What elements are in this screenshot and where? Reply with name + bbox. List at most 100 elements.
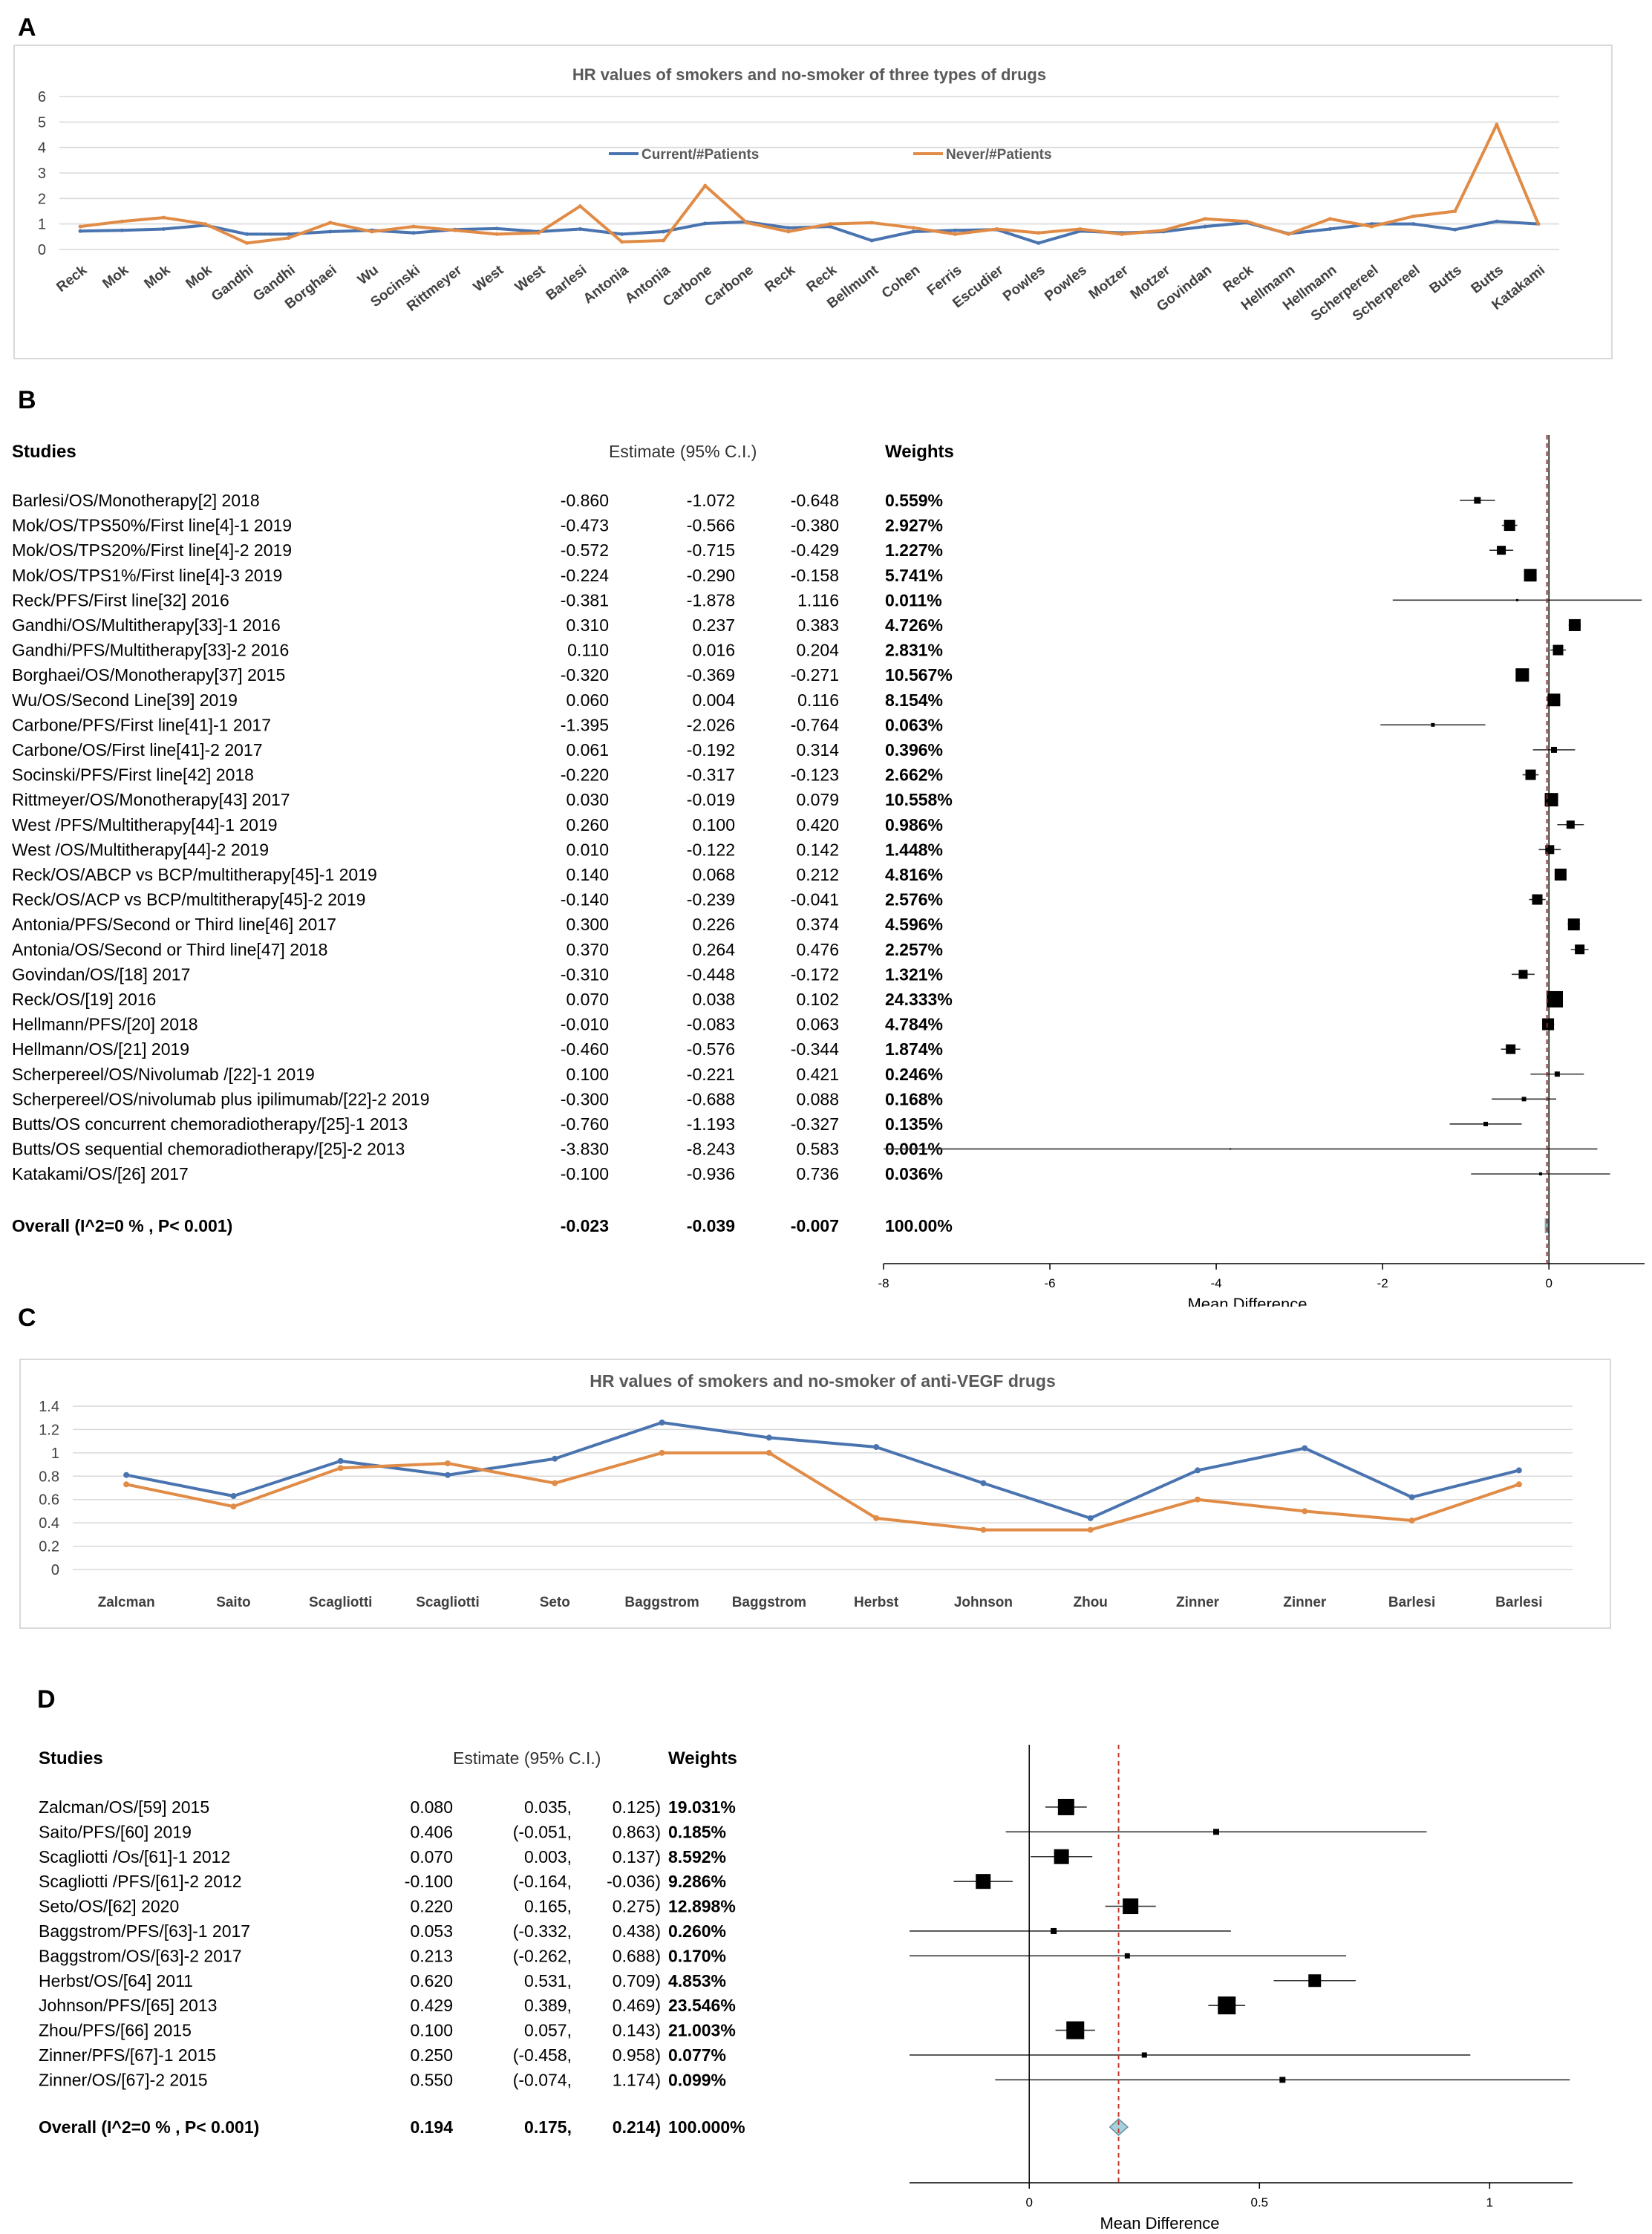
series-point bbox=[337, 1457, 344, 1464]
row-point bbox=[1279, 2077, 1286, 2083]
row-point bbox=[1521, 1097, 1527, 1102]
x-tick-label: Reck bbox=[1221, 262, 1257, 295]
series-point bbox=[911, 226, 915, 230]
row-label: Reck/OS/[19] 2016 bbox=[12, 990, 156, 1009]
row-weight: 0.260% bbox=[668, 1921, 726, 1941]
row-estimate: -0.300 bbox=[561, 1089, 609, 1108]
row-estimate: 0.140 bbox=[566, 865, 609, 884]
series-point bbox=[494, 232, 499, 236]
overall-weight: 100.000% bbox=[668, 2117, 745, 2137]
legend-label: Never/#Patients bbox=[946, 147, 1052, 163]
x-tick-label: Baggstrom bbox=[624, 1595, 699, 1610]
row-weight: 2.831% bbox=[885, 641, 943, 660]
row-ci-high: 0.137) bbox=[613, 1847, 661, 1866]
y-tick-label: 2 bbox=[38, 191, 46, 207]
overall-ci-high: -0.007 bbox=[791, 1216, 839, 1235]
row-estimate: -0.100 bbox=[561, 1164, 609, 1183]
series-point bbox=[1195, 1467, 1201, 1474]
x-axis-label: Mean Difference bbox=[1187, 1295, 1307, 1307]
series-point bbox=[659, 1449, 665, 1456]
row-estimate: -3.830 bbox=[561, 1140, 609, 1159]
y-tick-label: 0.6 bbox=[39, 1492, 59, 1509]
row-estimate: 0.370 bbox=[566, 940, 609, 959]
row-estimate: 0.061 bbox=[566, 740, 609, 760]
row-weight: 0.559% bbox=[885, 491, 943, 510]
panel-label-a: A bbox=[18, 13, 36, 42]
series-point bbox=[765, 1434, 772, 1441]
row-ci-high: 0.383 bbox=[796, 615, 839, 635]
x-tick-label: Mok bbox=[183, 262, 215, 292]
series-line-1 bbox=[125, 1421, 1520, 1520]
x-tick-label: 0 bbox=[1545, 1276, 1552, 1290]
row-ci-low: -0.192 bbox=[687, 740, 735, 760]
row-label: Mok/OS/TPS1%/First line[4]-3 2019 bbox=[12, 566, 282, 585]
row-point bbox=[1575, 944, 1585, 955]
row-label: Baggstrom/OS/[63]-2 2017 bbox=[39, 1946, 242, 1965]
row-estimate: -0.473 bbox=[561, 516, 609, 535]
row-weight: 0.011% bbox=[885, 590, 942, 610]
overall-label: Overall (I^2=0 % , P< 0.001) bbox=[39, 2117, 259, 2137]
row-estimate: -0.224 bbox=[561, 566, 609, 585]
row-point bbox=[1567, 918, 1580, 931]
series-point bbox=[578, 204, 582, 209]
row-label: Zalcman/OS/[59] 2015 bbox=[39, 1797, 209, 1817]
series-line-2 bbox=[79, 123, 1540, 245]
row-ci-high: -0.172 bbox=[791, 964, 839, 984]
row-label: Katakami/OS/[26] 2017 bbox=[12, 1164, 189, 1183]
series-point bbox=[287, 236, 291, 241]
series-point bbox=[78, 224, 82, 229]
x-tick-label: -4 bbox=[1211, 1276, 1222, 1290]
row-ci-high: 0.420 bbox=[796, 815, 839, 835]
x-tick-label: Barlesi bbox=[1388, 1595, 1435, 1610]
row-ci-low: -1.193 bbox=[687, 1114, 735, 1134]
row-estimate: 0.053 bbox=[410, 1921, 453, 1941]
series-point bbox=[1078, 227, 1083, 232]
series-point bbox=[1195, 1496, 1201, 1503]
x-tick-label: Reck bbox=[803, 262, 840, 295]
y-tick-label: 0.8 bbox=[39, 1469, 59, 1485]
row-ci-low: -0.290 bbox=[687, 566, 735, 585]
row-label: Seto/OS/[62] 2020 bbox=[39, 1897, 179, 1916]
series-point bbox=[659, 1420, 665, 1425]
row-point bbox=[976, 1874, 991, 1890]
row-ci-low: (-0.458, bbox=[513, 2045, 572, 2065]
series-point bbox=[1515, 1481, 1522, 1488]
row-weight: 2.257% bbox=[885, 940, 943, 959]
row-ci-low: (-0.262, bbox=[513, 1946, 572, 1965]
row-weight: 24.333% bbox=[885, 990, 953, 1009]
row-weight: 0.168% bbox=[885, 1089, 943, 1108]
header-estimate: Estimate (95% C.I.) bbox=[609, 442, 757, 461]
panel-label-c: C bbox=[18, 1304, 36, 1332]
series-point bbox=[1328, 217, 1332, 221]
series-point bbox=[161, 227, 166, 232]
row-label: Hellmann/OS/[21] 2019 bbox=[12, 1039, 189, 1059]
row-estimate: -0.572 bbox=[561, 540, 609, 560]
series-point bbox=[411, 231, 416, 235]
series-point bbox=[370, 229, 374, 234]
forest-d: Studies Estimate (95% C.I.) Weights Zalcman… bbox=[39, 1745, 1573, 2233]
row-point bbox=[1538, 1172, 1542, 1176]
row-label: Hellmann/PFS/[20] 2018 bbox=[12, 1015, 198, 1034]
row-point bbox=[1554, 1071, 1560, 1077]
row-weight: 8.154% bbox=[885, 690, 943, 710]
y-tick-label: 1 bbox=[38, 217, 46, 233]
row-ci-low: 0.165, bbox=[524, 1897, 572, 1916]
series-point bbox=[1161, 228, 1166, 232]
legend-label: Current/#Patients bbox=[641, 147, 759, 163]
row-label: Wu/OS/Second Line[39] 2019 bbox=[12, 690, 238, 710]
x-tick-label: 0.5 bbox=[1250, 2195, 1268, 2209]
row-ci-high: 0.088 bbox=[796, 1089, 839, 1108]
row-ci-low: -8.243 bbox=[687, 1140, 735, 1159]
row-estimate: -0.310 bbox=[561, 964, 609, 984]
series-point bbox=[1495, 123, 1499, 127]
row-point bbox=[1123, 1898, 1139, 1915]
row-ci-high: 0.275) bbox=[613, 1897, 661, 1916]
row-weight: 19.031% bbox=[668, 1797, 736, 1817]
series-point bbox=[1328, 227, 1332, 232]
row-point bbox=[1547, 990, 1564, 1007]
series-point bbox=[1495, 219, 1499, 223]
series-point bbox=[123, 1472, 130, 1478]
y-tick-label: 5 bbox=[38, 114, 46, 131]
series-point bbox=[620, 232, 624, 236]
series-point bbox=[1408, 1518, 1415, 1523]
